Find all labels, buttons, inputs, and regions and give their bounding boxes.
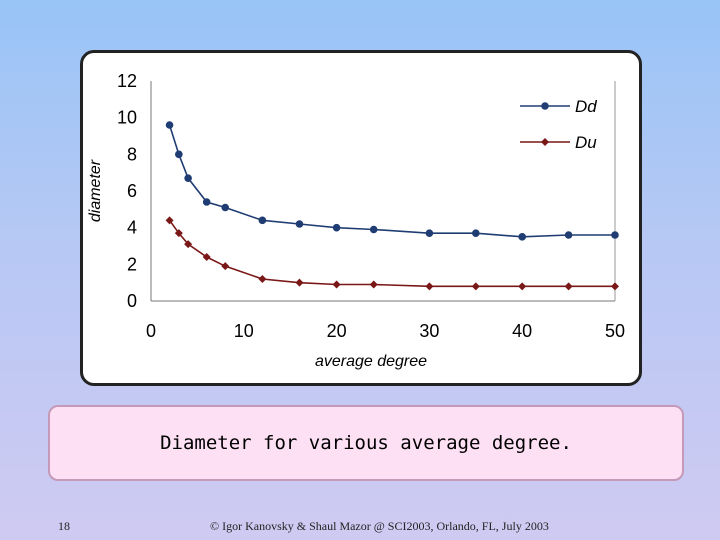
data-point-du — [295, 278, 304, 287]
data-point-dd — [258, 216, 267, 225]
slide-number: 18 — [58, 519, 70, 533]
data-point-du — [221, 262, 230, 271]
data-point-du — [332, 280, 341, 289]
data-point-du — [184, 240, 193, 249]
y-axis-title: diameter — [87, 159, 104, 222]
legend-marker-dd — [541, 102, 549, 110]
x-tick-label: 30 — [419, 321, 439, 341]
data-point-dd — [369, 225, 378, 234]
legend-label-dd: Dd — [575, 97, 597, 116]
data-point-du — [564, 282, 573, 291]
data-point-dd — [332, 223, 341, 232]
x-tick-label: 20 — [327, 321, 347, 341]
y-tick-label: 8 — [127, 144, 137, 164]
caption-text: Diameter for various average degree. — [160, 432, 572, 454]
x-tick-label: 10 — [234, 321, 254, 341]
data-point-dd — [611, 231, 619, 239]
data-point-du — [518, 282, 527, 291]
data-point-du — [471, 282, 480, 291]
data-point-du — [369, 280, 378, 289]
x-tick-label: 0 — [146, 321, 156, 341]
data-point-du — [165, 216, 174, 225]
data-point-dd — [518, 233, 526, 241]
y-tick-label: 10 — [117, 108, 137, 128]
y-tick-label: 0 — [127, 291, 137, 311]
line-chart: 0 2 4 6 8 10 12 0 10 20 30 40 50 Dd Du average degre… — [87, 71, 625, 370]
data-point-dd — [165, 121, 174, 129]
data-point-dd — [202, 198, 211, 206]
y-tick-label: 4 — [127, 218, 137, 238]
data-point-dd — [564, 231, 573, 239]
data-point-du — [202, 253, 211, 261]
data-point-du — [611, 282, 619, 291]
x-axis-title: average degree — [315, 353, 427, 370]
data-point-dd — [425, 229, 434, 237]
series-line-du — [168, 219, 615, 288]
chart-frame: 0 2 4 6 8 10 12 0 10 20 30 40 50 Dd Du average degre… — [80, 50, 642, 386]
x-tick-label: 40 — [512, 321, 532, 341]
data-point-du — [258, 275, 267, 283]
data-point-dd — [221, 203, 230, 212]
y-tick-label: 12 — [117, 71, 137, 91]
series-line-dd — [168, 124, 615, 238]
data-point-dd — [472, 229, 480, 237]
data-point-du — [174, 229, 183, 238]
legend-label-du: Du — [575, 133, 597, 152]
legend-marker-du — [541, 138, 549, 146]
caption-box: Diameter for various average degree. — [48, 405, 684, 481]
footer-copyright: © Igor Kanovsky & Shaul Mazor @ SCI2003,… — [210, 519, 549, 533]
data-point-dd — [175, 150, 183, 159]
data-point-dd — [184, 174, 192, 182]
y-tick-label: 2 — [127, 254, 137, 274]
y-tick-label: 6 — [127, 181, 137, 201]
x-tick-label: 50 — [605, 321, 625, 341]
data-point-du — [425, 282, 434, 291]
data-point-dd — [295, 220, 304, 228]
